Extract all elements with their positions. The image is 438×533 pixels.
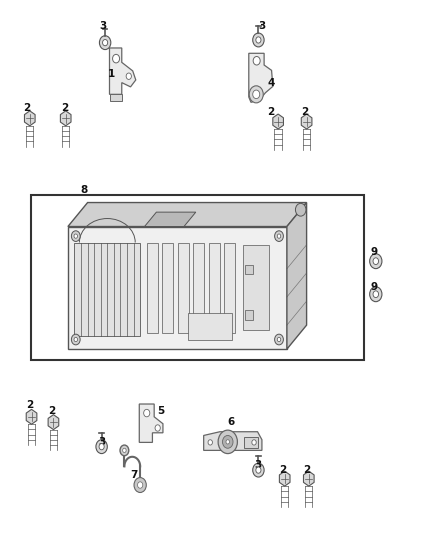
Text: 3: 3 (254, 460, 261, 470)
Text: 6: 6 (228, 417, 235, 427)
Text: 2: 2 (267, 107, 274, 117)
Text: 3: 3 (99, 21, 106, 30)
Circle shape (253, 463, 264, 477)
Polygon shape (110, 94, 122, 101)
Circle shape (102, 39, 108, 46)
Bar (193, 243, 205, 333)
Polygon shape (25, 111, 35, 126)
Circle shape (275, 231, 283, 241)
Circle shape (296, 204, 306, 216)
Circle shape (253, 33, 264, 47)
Circle shape (253, 90, 260, 99)
Text: 2: 2 (301, 107, 308, 117)
Polygon shape (26, 409, 37, 424)
Circle shape (96, 440, 107, 454)
Circle shape (373, 291, 378, 297)
Polygon shape (304, 471, 314, 486)
Bar (31, 195, 364, 360)
Polygon shape (68, 227, 287, 349)
Bar (209, 243, 220, 333)
Circle shape (99, 36, 111, 50)
Text: 2: 2 (61, 103, 68, 112)
Circle shape (74, 337, 78, 342)
Text: 4: 4 (268, 78, 275, 87)
Polygon shape (145, 212, 196, 227)
Bar (244, 437, 258, 448)
Circle shape (134, 478, 146, 492)
Circle shape (226, 440, 230, 444)
Text: 8: 8 (81, 185, 88, 195)
Circle shape (256, 467, 261, 473)
Polygon shape (301, 114, 312, 129)
Circle shape (155, 425, 160, 431)
Polygon shape (60, 111, 71, 126)
Circle shape (123, 448, 126, 453)
Polygon shape (249, 53, 273, 102)
Text: 2: 2 (48, 407, 55, 416)
Bar (245, 265, 253, 274)
Circle shape (218, 430, 237, 454)
Text: 9: 9 (371, 282, 378, 292)
Circle shape (277, 234, 281, 238)
Polygon shape (139, 404, 163, 442)
Bar (188, 312, 232, 340)
Circle shape (71, 334, 80, 345)
Polygon shape (273, 114, 283, 129)
Circle shape (126, 73, 131, 79)
Circle shape (120, 445, 129, 456)
Text: 3: 3 (98, 438, 105, 447)
Polygon shape (48, 415, 59, 430)
Polygon shape (68, 203, 307, 227)
Bar (245, 310, 253, 320)
Circle shape (71, 231, 80, 241)
Bar (224, 243, 236, 333)
Text: 9: 9 (371, 247, 378, 256)
Bar (74, 243, 140, 336)
Circle shape (138, 482, 143, 488)
Bar (178, 243, 189, 333)
Bar (147, 243, 158, 333)
Circle shape (277, 337, 281, 342)
Text: 2: 2 (24, 103, 31, 112)
Polygon shape (110, 48, 136, 94)
Circle shape (252, 440, 256, 445)
Circle shape (256, 37, 261, 43)
Circle shape (223, 435, 233, 448)
Circle shape (99, 443, 104, 450)
Circle shape (370, 254, 382, 269)
Circle shape (144, 409, 150, 417)
Bar (243, 245, 269, 330)
Polygon shape (204, 432, 262, 450)
Circle shape (370, 287, 382, 302)
Circle shape (74, 234, 78, 238)
Text: 5: 5 (158, 407, 165, 416)
Polygon shape (287, 203, 307, 349)
Circle shape (208, 440, 212, 445)
Polygon shape (279, 471, 290, 486)
Text: 2: 2 (303, 465, 310, 475)
Circle shape (373, 258, 378, 264)
Circle shape (253, 56, 260, 65)
Bar (162, 243, 173, 333)
Circle shape (113, 54, 120, 63)
Circle shape (275, 334, 283, 345)
Text: 2: 2 (26, 400, 33, 410)
Text: 2: 2 (279, 465, 286, 475)
Text: 1: 1 (108, 69, 115, 78)
Circle shape (249, 86, 263, 103)
Text: 3: 3 (258, 21, 265, 30)
Text: 7: 7 (130, 471, 137, 480)
